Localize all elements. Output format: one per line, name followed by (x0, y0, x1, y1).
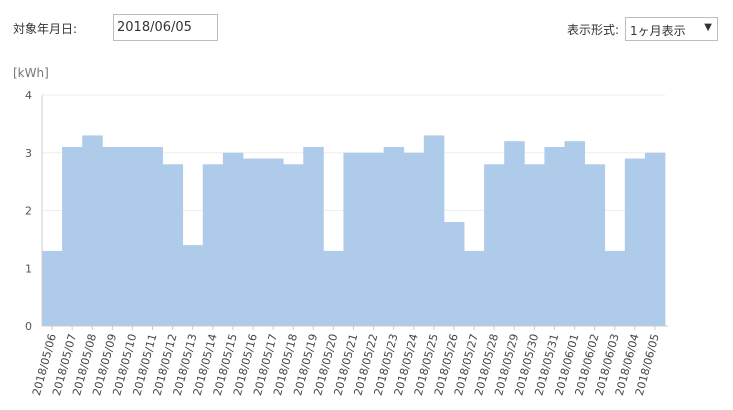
bar (484, 164, 505, 326)
bar (624, 158, 646, 326)
bar (363, 152, 385, 326)
bar (242, 158, 264, 326)
bar (202, 164, 224, 326)
bar (42, 250, 63, 326)
y-axis-unit-label: [kWh] (13, 66, 49, 80)
bar (102, 146, 123, 326)
display-format-select[interactable]: 1ヶ月表示 ▼ (625, 17, 718, 41)
display-format-label: 表示形式: (567, 23, 620, 37)
y-tick-label: 2 (25, 205, 32, 218)
bar (544, 146, 565, 326)
bar (343, 152, 364, 326)
bar (443, 222, 465, 326)
bar (142, 146, 163, 326)
y-tick-label: 3 (25, 147, 32, 160)
bar (62, 146, 83, 326)
bar (303, 146, 324, 326)
bar (263, 158, 284, 326)
bar (283, 164, 304, 326)
bar (604, 250, 626, 326)
bar (584, 164, 606, 326)
chevron-down-icon: ▼ (704, 22, 712, 33)
y-tick-label: 1 (25, 262, 32, 275)
bar (323, 250, 344, 326)
display-format-value: 1ヶ月表示 (630, 24, 686, 38)
bar (564, 141, 586, 326)
bar (182, 245, 204, 326)
y-tick-label: 0 (25, 320, 32, 333)
bar (524, 164, 545, 326)
bar (82, 135, 103, 326)
target-date-input[interactable] (113, 14, 218, 41)
bar (222, 152, 244, 326)
bar (423, 135, 445, 326)
bar (122, 146, 143, 326)
y-tick-label: 4 (25, 89, 32, 102)
bar (383, 146, 405, 326)
bar (162, 164, 184, 326)
bar (464, 250, 485, 326)
bar (403, 152, 425, 326)
bar (504, 141, 525, 326)
target-date-label: 対象年月日: (13, 22, 78, 36)
bar (644, 152, 666, 326)
